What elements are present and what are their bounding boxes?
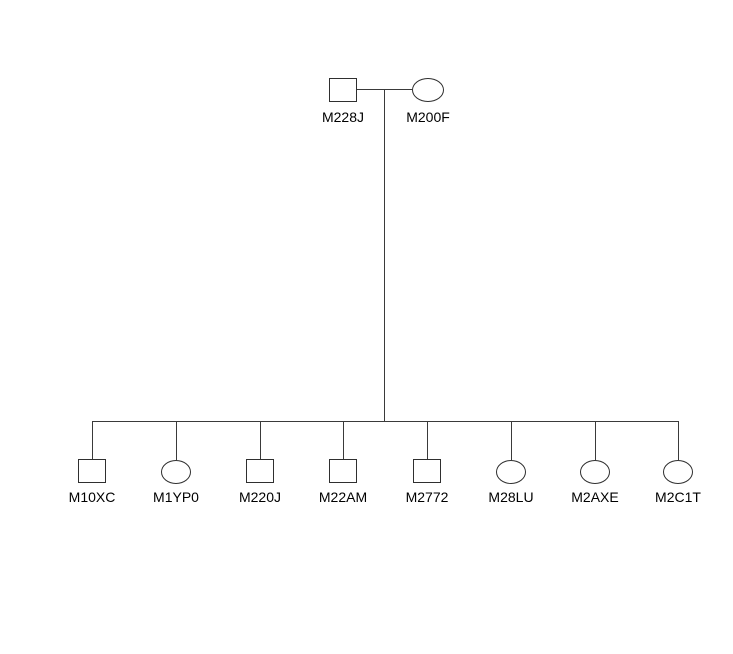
female-symbol (161, 460, 191, 484)
descent-line (384, 90, 386, 421)
person-id-label: M2AXE (571, 489, 619, 505)
child-drop-line (342, 421, 344, 460)
child-drop-line (91, 421, 93, 460)
child-drop-line (259, 421, 261, 460)
male-symbol (246, 459, 274, 483)
person-id-label: M220J (238, 489, 282, 505)
person-id-label: M200F (406, 109, 450, 125)
male-symbol (413, 459, 441, 483)
couple-line (357, 89, 412, 91)
child-drop-line (594, 421, 596, 460)
person-id-label: M28LU (488, 489, 534, 505)
child-drop-line (510, 421, 512, 460)
sibship-line (92, 421, 678, 423)
male-symbol (329, 78, 357, 102)
child-drop-line (677, 421, 679, 460)
person-id-label: M22AM (318, 489, 368, 505)
female-symbol (496, 460, 526, 484)
male-symbol (78, 459, 106, 483)
child-drop-line (175, 421, 177, 460)
person-id-label: M10XC (68, 489, 116, 505)
female-symbol (580, 460, 610, 484)
female-symbol (412, 78, 444, 102)
female-symbol (663, 460, 693, 484)
male-symbol (329, 459, 357, 483)
person-id-label: M2772 (405, 489, 449, 505)
person-id-label: M2C1T (655, 489, 701, 505)
person-id-label: M1YP0 (153, 489, 199, 505)
person-id-label: M228J (321, 109, 365, 125)
child-drop-line (426, 421, 428, 460)
